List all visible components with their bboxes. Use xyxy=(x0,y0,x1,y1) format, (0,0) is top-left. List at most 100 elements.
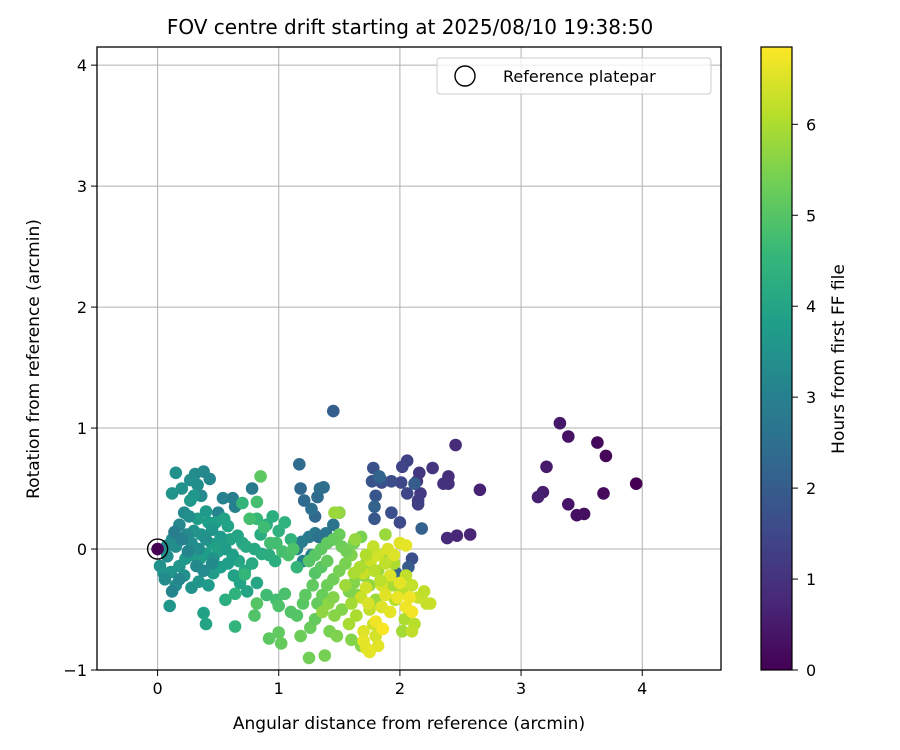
scatter-point xyxy=(158,573,172,586)
scatter-point xyxy=(353,560,367,574)
scatter-point xyxy=(272,599,286,613)
y-tick-label: 0 xyxy=(77,540,87,559)
scatter-point xyxy=(379,528,392,541)
scatter-point xyxy=(278,516,292,529)
x-tick-label: 2 xyxy=(395,679,405,698)
colorbar-label: Hours from first FF file xyxy=(829,264,849,454)
scatter-point xyxy=(205,523,219,536)
scatter-point xyxy=(333,528,346,541)
legend-marker-icon xyxy=(454,65,476,87)
scatter-point xyxy=(570,508,584,522)
scatter-point xyxy=(330,629,344,643)
scatter-point xyxy=(297,494,311,507)
x-tick-label: 1 xyxy=(274,679,284,698)
scatter-point xyxy=(599,449,613,463)
scatter-point xyxy=(374,574,387,587)
scatter-point xyxy=(294,629,307,643)
scatter-point xyxy=(221,519,235,533)
scatter-point xyxy=(236,496,249,510)
scatter-point xyxy=(175,482,189,495)
scatter-point xyxy=(473,483,487,497)
y-tick-label: 1 xyxy=(77,419,87,438)
colorbar-tick-label: 4 xyxy=(806,297,816,316)
scatter-point xyxy=(345,597,358,610)
scatter-point xyxy=(316,605,329,619)
scatter-point xyxy=(317,481,330,494)
scatter-point xyxy=(379,557,392,570)
scatter-point xyxy=(394,476,408,489)
scatter-point xyxy=(272,626,286,639)
scatter-point xyxy=(385,506,398,519)
y-axis-label: Rotation from reference (arcmin) xyxy=(24,219,44,499)
scatter-point xyxy=(240,585,254,598)
scatter-point xyxy=(562,430,575,443)
scatter-point xyxy=(367,540,380,553)
legend-box xyxy=(436,57,712,95)
scatter-point xyxy=(214,530,227,544)
scatter-point xyxy=(318,649,332,662)
scatter-point xyxy=(426,461,439,475)
scatter-point xyxy=(383,605,397,619)
scatter-point xyxy=(327,591,340,604)
colorbar-ticks: 0 1 2 3 4 5 6 xyxy=(792,115,816,680)
scatter-point xyxy=(348,533,362,546)
chart-title: FOV centre drift starting at 2025/08/10 … xyxy=(167,15,653,39)
scatter-point xyxy=(245,482,259,495)
scatter-point xyxy=(299,588,312,602)
scatter-point xyxy=(357,625,370,638)
scatter-point xyxy=(350,609,363,622)
scatter-point xyxy=(161,550,174,563)
scatter-point xyxy=(362,597,375,610)
scatter-point xyxy=(342,617,356,631)
colorbar-tick-label: 1 xyxy=(806,570,816,589)
scatter-point xyxy=(359,548,373,562)
legend-label: Reference platepar xyxy=(503,67,656,86)
scatter-point xyxy=(284,533,298,546)
scatter-point xyxy=(363,645,376,659)
scatter-point xyxy=(411,498,425,511)
scatter-point xyxy=(405,625,419,638)
y-tick-label: 4 xyxy=(77,56,87,75)
scatter-point xyxy=(408,477,421,491)
scatter-point xyxy=(450,529,464,542)
scatter-point xyxy=(243,512,256,526)
scatter-point xyxy=(293,458,306,471)
scatter-point xyxy=(417,585,431,598)
scatter-point xyxy=(368,564,381,578)
scatter-point xyxy=(399,539,413,552)
scatter-point xyxy=(202,579,215,592)
scatter-point xyxy=(373,470,386,483)
scatter-point xyxy=(359,581,373,594)
scatter-point xyxy=(320,554,334,568)
x-tick-label: 0 xyxy=(152,679,162,698)
scatter-point xyxy=(327,404,340,418)
reference-point-group xyxy=(146,538,169,560)
scatter-point xyxy=(260,588,273,602)
scatter-point xyxy=(327,518,340,532)
scatter-point xyxy=(254,470,267,483)
scatter-point xyxy=(268,554,282,568)
scatter-point xyxy=(184,494,197,507)
scatter-point xyxy=(368,512,381,526)
scatter-point xyxy=(629,477,643,491)
scatter-point xyxy=(184,473,197,487)
scatter-point xyxy=(379,588,392,602)
colorbar-gradient xyxy=(760,46,793,671)
scatter-point xyxy=(226,548,239,562)
scatter-point xyxy=(403,591,416,604)
scatter-point xyxy=(423,597,437,610)
scatter-point xyxy=(376,622,390,636)
scatter-point xyxy=(345,633,358,647)
scatter-point xyxy=(181,545,195,558)
scatter-point xyxy=(250,495,264,509)
scatter-point xyxy=(163,599,176,613)
colorbar-tick-label: 2 xyxy=(806,479,816,498)
scatter-point xyxy=(173,573,186,586)
colorbar-tick-label: 3 xyxy=(806,388,816,407)
scatter-point xyxy=(339,579,352,592)
scatter-point xyxy=(591,436,604,449)
scatter-point xyxy=(294,482,307,495)
scatter-point xyxy=(199,505,213,518)
scatter-point xyxy=(391,591,404,604)
